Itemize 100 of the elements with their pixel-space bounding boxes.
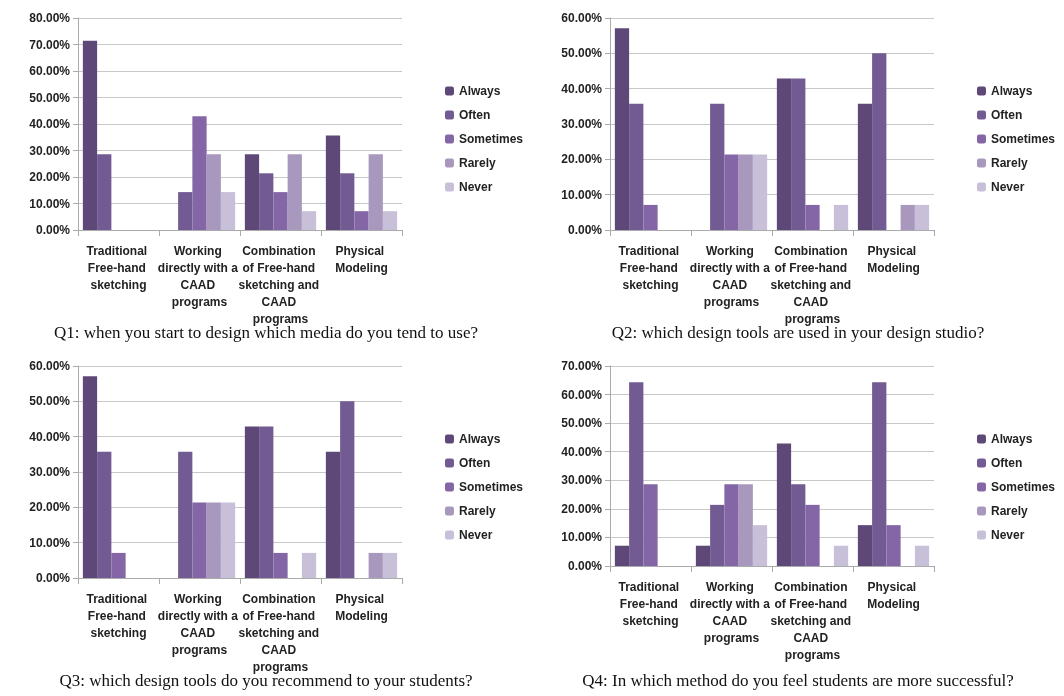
y-tick-label: 50.00% xyxy=(561,416,603,431)
bar xyxy=(752,525,768,566)
y-tick-label: 0.00% xyxy=(35,571,71,585)
bar xyxy=(206,154,221,230)
y-tick-label: 10.00% xyxy=(29,535,71,550)
bar xyxy=(643,484,658,566)
bar xyxy=(273,192,288,230)
y-tick-label: 50.00% xyxy=(29,394,71,409)
bar xyxy=(857,525,873,566)
x-tick-label: Traditional Free-hand sketching xyxy=(86,243,151,292)
bar xyxy=(273,552,288,578)
y-tick-label: 20.00% xyxy=(561,152,603,167)
bar xyxy=(111,552,126,578)
bar xyxy=(178,451,193,578)
bar xyxy=(178,192,193,230)
legend-label: Always xyxy=(458,432,501,446)
bar xyxy=(724,154,739,230)
y-tick-label: 60.00% xyxy=(29,359,71,373)
bar xyxy=(710,504,725,566)
bar xyxy=(82,376,98,578)
y-tick-label: 70.00% xyxy=(29,37,71,52)
bar xyxy=(614,28,630,230)
bar xyxy=(301,552,317,578)
bar xyxy=(259,173,274,230)
x-tick-label: Physical Modeling xyxy=(867,579,920,611)
legend-label: Often xyxy=(458,108,491,122)
legend-label: Sometimes xyxy=(990,480,1056,494)
y-tick-label: 10.00% xyxy=(29,196,71,211)
y-tick-label: 20.00% xyxy=(29,170,71,184)
bar xyxy=(914,545,930,566)
bar xyxy=(629,103,644,230)
legend-label: Always xyxy=(990,432,1033,446)
x-tick-label: Traditional Free-hand sketching xyxy=(86,591,151,640)
y-tick-label: 0.00% xyxy=(567,559,603,573)
text: Q4: In which method do you feel students are more successful? xyxy=(582,671,1014,690)
bar xyxy=(872,382,887,566)
bar xyxy=(805,204,820,230)
x-tick-label: Physical Modeling xyxy=(867,243,920,275)
bar xyxy=(192,116,207,230)
bar xyxy=(857,103,873,230)
y-tick-label: 60.00% xyxy=(561,11,603,25)
bar xyxy=(643,204,658,230)
x-tick-label: Physical Modeling xyxy=(335,243,388,275)
bar xyxy=(710,103,725,230)
legend-label: Rarely xyxy=(990,504,1028,518)
bar xyxy=(791,78,806,230)
bar xyxy=(287,154,302,230)
bar xyxy=(192,502,207,578)
bar xyxy=(354,211,369,230)
bar xyxy=(244,426,260,578)
legend-label: Never xyxy=(990,180,1025,194)
bar xyxy=(368,552,383,578)
y-tick-label: 50.00% xyxy=(29,90,71,105)
bar xyxy=(695,545,711,566)
legend-label: Often xyxy=(990,456,1023,470)
bar xyxy=(805,504,820,566)
bar xyxy=(382,211,398,230)
bar xyxy=(382,552,398,578)
y-tick-label: 70.00% xyxy=(561,359,603,373)
bar xyxy=(259,426,274,578)
x-tick-label: Traditional Free-hand sketching xyxy=(618,243,683,292)
x-tick-label: Physical Modeling xyxy=(335,591,388,623)
y-tick-label: 60.00% xyxy=(29,64,71,78)
bar xyxy=(914,204,930,230)
y-tick-label: 60.00% xyxy=(561,387,603,402)
legend-label: Never xyxy=(458,528,493,542)
y-tick-label: 40.00% xyxy=(561,444,603,459)
bar xyxy=(776,78,792,230)
bar xyxy=(97,451,112,578)
y-tick-label: 0.00% xyxy=(567,223,603,237)
bar xyxy=(886,525,901,566)
y-tick-label: 50.00% xyxy=(561,46,603,61)
legend-label: Never xyxy=(990,528,1025,542)
bar xyxy=(220,192,236,230)
bar xyxy=(325,451,341,578)
y-tick-label: 20.00% xyxy=(29,500,71,515)
bar xyxy=(206,502,221,578)
legend-label: Sometimes xyxy=(458,480,524,494)
bar xyxy=(629,382,644,566)
legend-label: Always xyxy=(458,84,501,98)
legend-label: Always xyxy=(990,84,1033,98)
bar xyxy=(220,502,236,578)
bar xyxy=(833,204,849,230)
y-tick-label: 10.00% xyxy=(561,187,603,202)
legend-label: Often xyxy=(458,456,491,470)
y-tick-label: 80.00% xyxy=(29,11,71,25)
bar xyxy=(724,484,739,566)
bar xyxy=(614,545,630,566)
bar xyxy=(900,204,915,230)
bar xyxy=(752,154,768,230)
y-tick-label: 30.00% xyxy=(561,117,603,131)
bar xyxy=(872,53,887,230)
y-tick-label: 0.00% xyxy=(35,223,71,237)
y-tick-label: 30.00% xyxy=(29,465,71,479)
bar xyxy=(368,154,383,230)
y-tick-label: 40.00% xyxy=(29,429,71,444)
x-tick-label: Traditional Free-hand sketching xyxy=(618,579,683,628)
legend-label: Sometimes xyxy=(990,132,1056,146)
y-tick-label: 20.00% xyxy=(561,501,603,516)
bar xyxy=(82,40,98,230)
